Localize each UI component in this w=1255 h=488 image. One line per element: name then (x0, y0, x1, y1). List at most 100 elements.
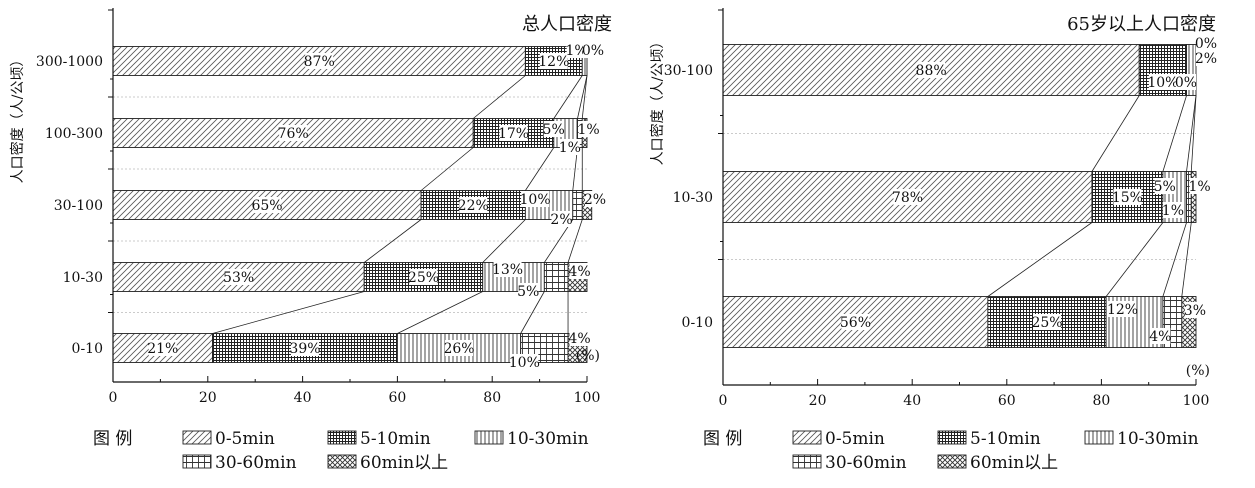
connector-line (472, 75, 526, 119)
y-tick-label: 0-10 (682, 315, 713, 331)
connector-line (1162, 222, 1187, 297)
connector-line (212, 291, 365, 334)
legend-label: 0-5min (215, 429, 275, 449)
data-label: 4% (568, 264, 590, 280)
connector-line (567, 219, 583, 263)
data-label-bg (1196, 50, 1216, 66)
data-label-bg (893, 189, 922, 205)
legend-swatch (327, 430, 357, 445)
legend-swatch (792, 430, 822, 445)
data-label: 2% (550, 212, 572, 228)
unit-label: (%) (1186, 363, 1210, 379)
connector-line (1186, 95, 1197, 172)
data-label-bg (518, 283, 539, 299)
data-label-bg (583, 42, 603, 58)
connector-line (581, 75, 588, 119)
y-tick-label: 0-10 (72, 341, 103, 357)
x-tick-label: 100 (1183, 393, 1210, 409)
data-label: 25% (1031, 315, 1062, 331)
data-label: 4% (568, 331, 590, 347)
x-tick-label: 0 (719, 393, 728, 409)
data-label-bg (539, 53, 568, 69)
connector-line (520, 291, 545, 334)
data-label: 5% (1154, 179, 1176, 195)
legend-label: 10-30min (1117, 429, 1199, 449)
data-label-bg (559, 139, 580, 155)
legend-swatch (182, 430, 212, 445)
data-label: 76% (278, 126, 309, 142)
legend-title: 图 例 (703, 429, 742, 449)
data-label: 10% (1147, 75, 1178, 91)
data-label-bg (253, 197, 282, 213)
x-tick-label: 80 (483, 390, 501, 406)
chart-title: 65岁以上人口密度 (1067, 14, 1216, 35)
data-label: 1% (1189, 179, 1211, 195)
data-label-bg (409, 269, 438, 285)
data-label-bg (1176, 74, 1196, 90)
bar-segment (572, 190, 583, 220)
data-label-bg (521, 191, 550, 207)
connector-line (482, 219, 526, 263)
bar-segment (1091, 171, 1164, 223)
data-label-bg (841, 314, 870, 330)
data-label: 56% (840, 315, 871, 331)
y-axis-label: 人口密度（人/公顷） (9, 53, 26, 184)
data-label: 17% (498, 126, 529, 142)
connector-line (1105, 222, 1164, 297)
data-label: 1% (566, 43, 588, 59)
x-tick-label: 100 (574, 390, 601, 406)
data-label-bg (569, 330, 590, 346)
connector-line (420, 147, 474, 191)
connector-line (1190, 95, 1197, 172)
data-label-bg (1189, 178, 1210, 194)
legend-swatch (937, 430, 967, 445)
legend-label: 60min以上 (970, 453, 1058, 473)
bar-segment (1190, 171, 1197, 223)
legend-swatch (327, 454, 357, 469)
data-label-bg (1196, 35, 1216, 51)
y-tick-label: 30-100 (664, 63, 713, 79)
data-label-bg (290, 340, 319, 356)
connector-line (363, 219, 422, 263)
data-label: 25% (408, 270, 439, 286)
legend-swatch (182, 454, 212, 469)
data-label: 22% (458, 198, 489, 214)
chart-total-density: 87% 12%1%0%76% 17% 5%1%1%65% 22% 10%2%2%53% 25… (9, 8, 612, 406)
data-label-bg (585, 191, 605, 207)
data-label: 2% (1195, 51, 1217, 67)
legend-label: 5-10min (970, 429, 1041, 449)
data-label-bg (1162, 202, 1183, 218)
legend-label: 30-60min (215, 453, 297, 473)
bar-segment (396, 333, 522, 363)
data-label-bg (578, 121, 599, 137)
data-label-bg (566, 42, 587, 58)
connector-line (525, 147, 555, 191)
data-label: 12% (538, 54, 569, 70)
data-label: 10% (509, 355, 540, 371)
legend-label: 0-5min (825, 429, 885, 449)
data-label-bg (148, 340, 177, 356)
data-label-bg (1154, 178, 1175, 194)
connector-line (577, 75, 588, 119)
legend-label: 60min以上 (360, 453, 448, 473)
data-label: 1% (559, 140, 581, 156)
data-label-bg (1150, 328, 1171, 344)
data-label: 26% (443, 341, 474, 357)
data-label-bg (543, 121, 564, 137)
data-label: 3% (1184, 303, 1206, 319)
connector-line (1091, 95, 1140, 172)
data-label: 88% (916, 63, 947, 79)
data-label: 87% (304, 54, 335, 70)
data-label: 39% (289, 341, 320, 357)
legend-swatch (474, 430, 504, 445)
data-label-bg (459, 197, 488, 213)
chart-elderly-density: 88%10%2%0%0%78% 15%5%1%1%56% 25%12%4%3%30-… (649, 8, 1217, 409)
data-label-bg (551, 211, 572, 227)
connector-line (553, 75, 583, 119)
connector-line (1181, 222, 1192, 297)
bar-segment (1186, 44, 1197, 96)
data-label-bg (1184, 302, 1205, 318)
x-tick-label: 20 (199, 390, 217, 406)
